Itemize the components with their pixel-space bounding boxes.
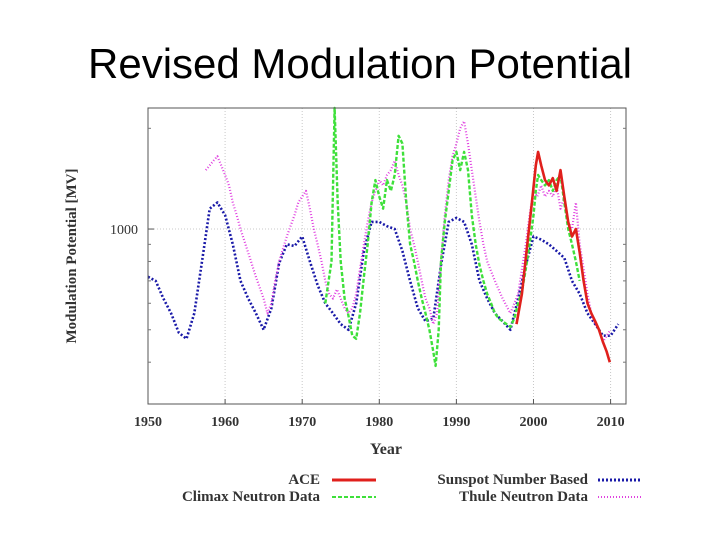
series-line-sunspot-number-based	[147, 201, 620, 341]
plot-background	[148, 108, 626, 404]
legend-label-ace: ACE	[288, 472, 320, 488]
legend-label-sunspot: Sunspot Number Based	[437, 472, 588, 488]
legend-label-climax: Climax Neutron Data	[182, 489, 321, 505]
x-tick-label: 1970	[288, 415, 316, 430]
x-tick-label: 1950	[134, 415, 162, 430]
series-group	[147, 106, 620, 368]
series-line-climax-neutron-data	[324, 106, 581, 368]
x-axis-label: Year	[370, 441, 402, 458]
legend-label-thule: Thule Neutron Data	[459, 489, 588, 505]
y-axis-label: Modulation Potential [MV]	[64, 169, 80, 344]
axis-ticks: 1950 1960 1970 1980 1990 2000 2010 1000	[110, 127, 626, 430]
x-tick-label: 1990	[442, 415, 470, 430]
x-tick-label: 2010	[597, 415, 625, 430]
x-tick-label: 2000	[519, 415, 547, 430]
series-line-ace	[515, 150, 612, 363]
plot-frame	[147, 107, 627, 405]
legend: ACE Sunspot Number Based Climax Neutron …	[182, 472, 642, 505]
x-tick-label: 1980	[365, 415, 393, 430]
slide-title: Revised Modulation Potential	[88, 40, 632, 87]
y-tick-label: 1000	[110, 223, 138, 238]
x-tick-label: 1960	[211, 415, 239, 430]
